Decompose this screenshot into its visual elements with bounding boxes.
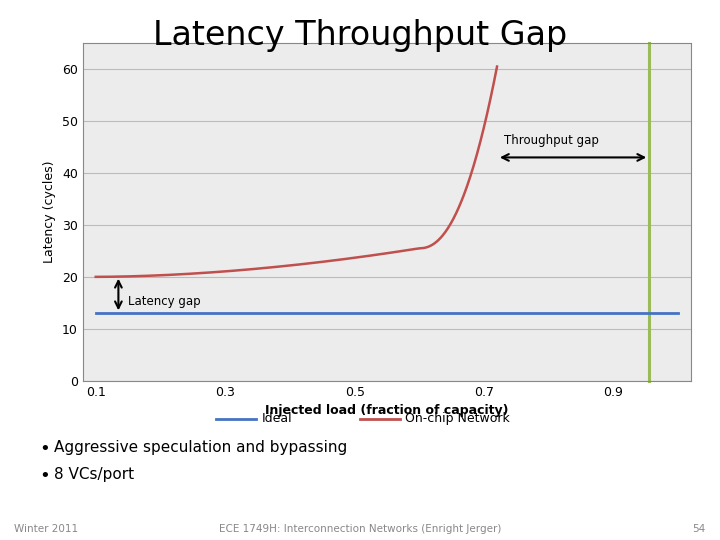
Text: Aggressive speculation and bypassing: Aggressive speculation and bypassing xyxy=(54,440,347,455)
Text: •: • xyxy=(40,467,50,485)
Text: •: • xyxy=(40,440,50,458)
Y-axis label: Latency (cycles): Latency (cycles) xyxy=(43,161,56,263)
Text: Ideal: Ideal xyxy=(261,412,292,425)
Text: Latency Throughput Gap: Latency Throughput Gap xyxy=(153,19,567,52)
Text: ECE 1749H: Interconnection Networks (Enright Jerger): ECE 1749H: Interconnection Networks (Enr… xyxy=(219,523,501,534)
Text: On-chip Network: On-chip Network xyxy=(405,412,510,425)
Text: Winter 2011: Winter 2011 xyxy=(14,523,78,534)
Text: 54: 54 xyxy=(693,523,706,534)
X-axis label: Injected load (fraction of capacity): Injected load (fraction of capacity) xyxy=(265,404,509,417)
Text: 8 VCs/port: 8 VCs/port xyxy=(54,467,134,482)
Text: Throughput gap: Throughput gap xyxy=(503,134,598,147)
Text: Latency gap: Latency gap xyxy=(128,295,201,308)
